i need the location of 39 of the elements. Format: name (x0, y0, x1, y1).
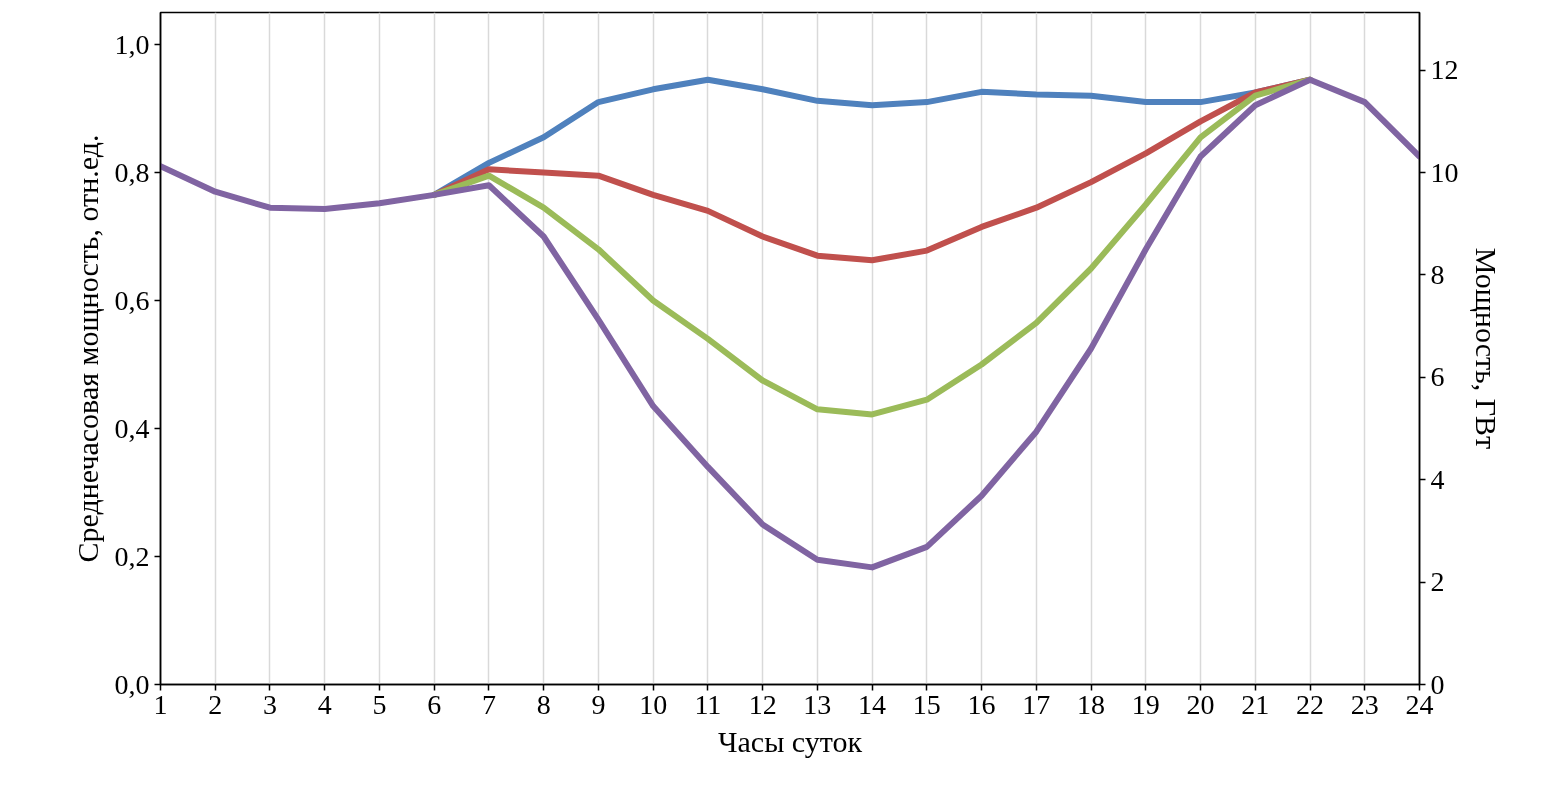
x-tick-label: 15 (912, 688, 941, 720)
x-tick-label: 13 (803, 688, 832, 720)
x-tick-label: 14 (858, 688, 887, 720)
x-tick-label: 10 (639, 688, 668, 720)
y-tick-label: 0,6 (114, 284, 150, 316)
y-axis-title: Среднечасовая мощность, отн.ед. (70, 134, 104, 563)
x-tick-label: 17 (1022, 688, 1051, 720)
x-tick-label: 6 (427, 688, 442, 720)
x-tick-label: 7 (481, 688, 496, 720)
y-tick-label: 1,0 (114, 28, 150, 60)
y2-tick-label: 0 (1430, 668, 1445, 700)
x-tick-label: 5 (372, 688, 387, 720)
x-tick-label: 2 (208, 688, 223, 720)
x-tick-label: 12 (748, 688, 777, 720)
y-tick-label: 0,8 (114, 156, 150, 188)
x-tick-label: 18 (1077, 688, 1106, 720)
x-tick-label: 20 (1186, 688, 1215, 720)
y2-tick-label: 10 (1430, 156, 1459, 188)
y2-tick-label: 12 (1430, 54, 1459, 86)
y-tick-label: 0,4 (114, 412, 150, 444)
x-tick-label: 8 (536, 688, 551, 720)
x-tick-label: 1 (153, 688, 168, 720)
x-tick-label: 3 (262, 688, 277, 720)
x-tick-label: 16 (967, 688, 996, 720)
y-tick-label: 0,2 (114, 540, 150, 572)
x-axis-title: Часы суток (718, 724, 863, 758)
y-tick-label: 0,0 (114, 668, 150, 700)
x-tick-label: 11 (694, 688, 722, 720)
y2-tick-label: 6 (1430, 361, 1445, 393)
x-tick-label: 21 (1241, 688, 1270, 720)
x-tick-label: 19 (1131, 688, 1160, 720)
x-tick-label: 22 (1296, 688, 1325, 720)
y2-tick-label: 2 (1430, 566, 1445, 598)
y2-tick-label: 8 (1430, 258, 1445, 290)
x-tick-label: 23 (1350, 688, 1379, 720)
y2-tick-label: 4 (1430, 463, 1445, 495)
y2-axis-title: Мощность, ГВт (1469, 247, 1503, 450)
x-tick-label: 4 (317, 688, 332, 720)
x-tick-label: 9 (591, 688, 606, 720)
